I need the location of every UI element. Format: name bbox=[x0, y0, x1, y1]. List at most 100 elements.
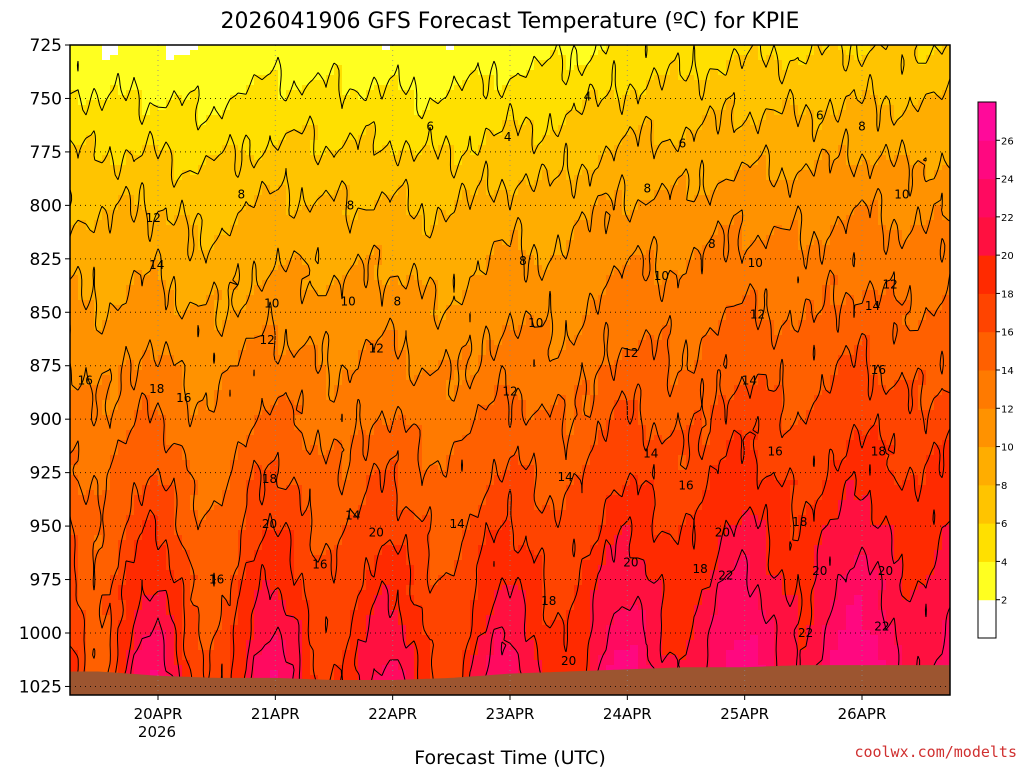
heat-cell bbox=[630, 245, 639, 251]
heat-cell bbox=[462, 235, 471, 241]
heat-cell bbox=[862, 230, 871, 236]
heat-cell bbox=[510, 65, 519, 71]
heat-cell bbox=[478, 210, 487, 216]
heat-cell bbox=[214, 170, 223, 176]
heat-cell bbox=[158, 45, 167, 51]
heat-cell bbox=[702, 200, 711, 206]
heat-cell bbox=[574, 115, 583, 121]
heat-cell bbox=[494, 175, 503, 181]
heat-cell bbox=[646, 170, 655, 176]
heat-cell bbox=[606, 220, 615, 226]
heat-cell bbox=[790, 65, 799, 71]
heat-cell bbox=[734, 155, 743, 161]
heat-cell bbox=[870, 165, 879, 171]
heat-cell bbox=[310, 165, 319, 171]
heat-cell bbox=[750, 135, 759, 141]
heat-cell bbox=[902, 70, 911, 76]
heat-cell bbox=[334, 55, 343, 61]
heat-cell bbox=[790, 125, 799, 131]
heat-cell bbox=[382, 55, 391, 61]
heat-cell bbox=[638, 80, 647, 86]
heat-cell bbox=[206, 130, 215, 136]
heat-cell bbox=[422, 230, 431, 236]
heat-cell bbox=[902, 220, 911, 226]
heat-cell bbox=[662, 220, 671, 226]
heat-cell bbox=[326, 150, 335, 156]
heat-cell bbox=[270, 180, 279, 186]
heat-cell bbox=[374, 190, 383, 196]
heat-cell bbox=[446, 190, 455, 196]
heat-cell bbox=[382, 165, 391, 171]
heat-cell bbox=[294, 50, 303, 56]
heat-cell bbox=[118, 135, 127, 141]
heat-cell bbox=[918, 240, 927, 246]
heat-cell bbox=[894, 170, 903, 176]
heat-cell bbox=[374, 195, 383, 201]
heat-cell bbox=[910, 255, 919, 261]
heat-cell bbox=[318, 115, 327, 121]
heat-cell bbox=[334, 155, 343, 161]
heat-cell bbox=[262, 240, 271, 246]
heat-cell bbox=[830, 240, 839, 246]
heat-cell bbox=[518, 70, 527, 76]
heat-cell bbox=[470, 185, 479, 191]
heat-cell bbox=[462, 110, 471, 116]
heat-cell bbox=[502, 260, 511, 266]
heat-cell bbox=[934, 105, 943, 111]
heat-cell bbox=[806, 105, 815, 111]
heat-cell bbox=[750, 170, 759, 176]
heat-cell bbox=[582, 135, 591, 141]
heat-cell bbox=[534, 200, 543, 206]
heat-cell bbox=[182, 125, 191, 131]
heat-cell bbox=[294, 125, 303, 131]
heat-cell bbox=[126, 100, 135, 106]
heat-cell bbox=[710, 70, 719, 76]
heat-cell bbox=[206, 210, 215, 216]
heat-cell bbox=[278, 85, 287, 91]
heat-cell bbox=[430, 115, 439, 121]
heat-cell bbox=[582, 225, 591, 231]
heat-cell bbox=[374, 100, 383, 106]
heat-cell bbox=[142, 105, 151, 111]
heat-cell bbox=[134, 65, 143, 71]
heat-cell bbox=[838, 255, 847, 261]
heat-cell bbox=[846, 90, 855, 96]
heat-cell bbox=[646, 180, 655, 186]
heat-cell bbox=[662, 110, 671, 116]
heat-cell bbox=[222, 50, 231, 56]
heat-cell bbox=[198, 245, 207, 251]
heat-cell bbox=[670, 155, 679, 161]
heat-cell bbox=[230, 190, 239, 196]
heat-cell bbox=[926, 225, 935, 231]
heat-cell bbox=[774, 155, 783, 161]
heat-cell bbox=[318, 245, 327, 251]
heat-cell bbox=[574, 175, 583, 181]
heat-cell bbox=[654, 115, 663, 121]
heat-cell bbox=[678, 255, 687, 261]
heat-cell bbox=[294, 195, 303, 201]
heat-cell bbox=[822, 185, 831, 191]
heat-cell bbox=[382, 95, 391, 101]
heat-cell bbox=[382, 100, 391, 106]
heat-cell bbox=[886, 90, 895, 96]
heat-cell bbox=[150, 75, 159, 81]
heat-cell bbox=[670, 65, 679, 71]
heat-cell bbox=[734, 175, 743, 181]
heat-cell bbox=[462, 70, 471, 76]
heat-cell bbox=[134, 240, 143, 246]
heat-cell bbox=[446, 195, 455, 201]
heat-cell bbox=[398, 265, 407, 271]
heat-cell bbox=[326, 110, 335, 116]
heat-cell bbox=[174, 175, 183, 181]
heat-cell bbox=[894, 255, 903, 261]
heat-cell bbox=[510, 135, 519, 141]
heat-cell bbox=[814, 80, 823, 86]
heat-cell bbox=[374, 205, 383, 211]
heat-cell bbox=[390, 50, 399, 56]
heat-cell bbox=[854, 120, 863, 126]
heat-cell bbox=[222, 270, 231, 276]
heat-cell bbox=[694, 235, 703, 241]
heat-cell bbox=[670, 50, 679, 56]
heat-cell bbox=[622, 240, 631, 246]
heat-cell bbox=[806, 200, 815, 206]
